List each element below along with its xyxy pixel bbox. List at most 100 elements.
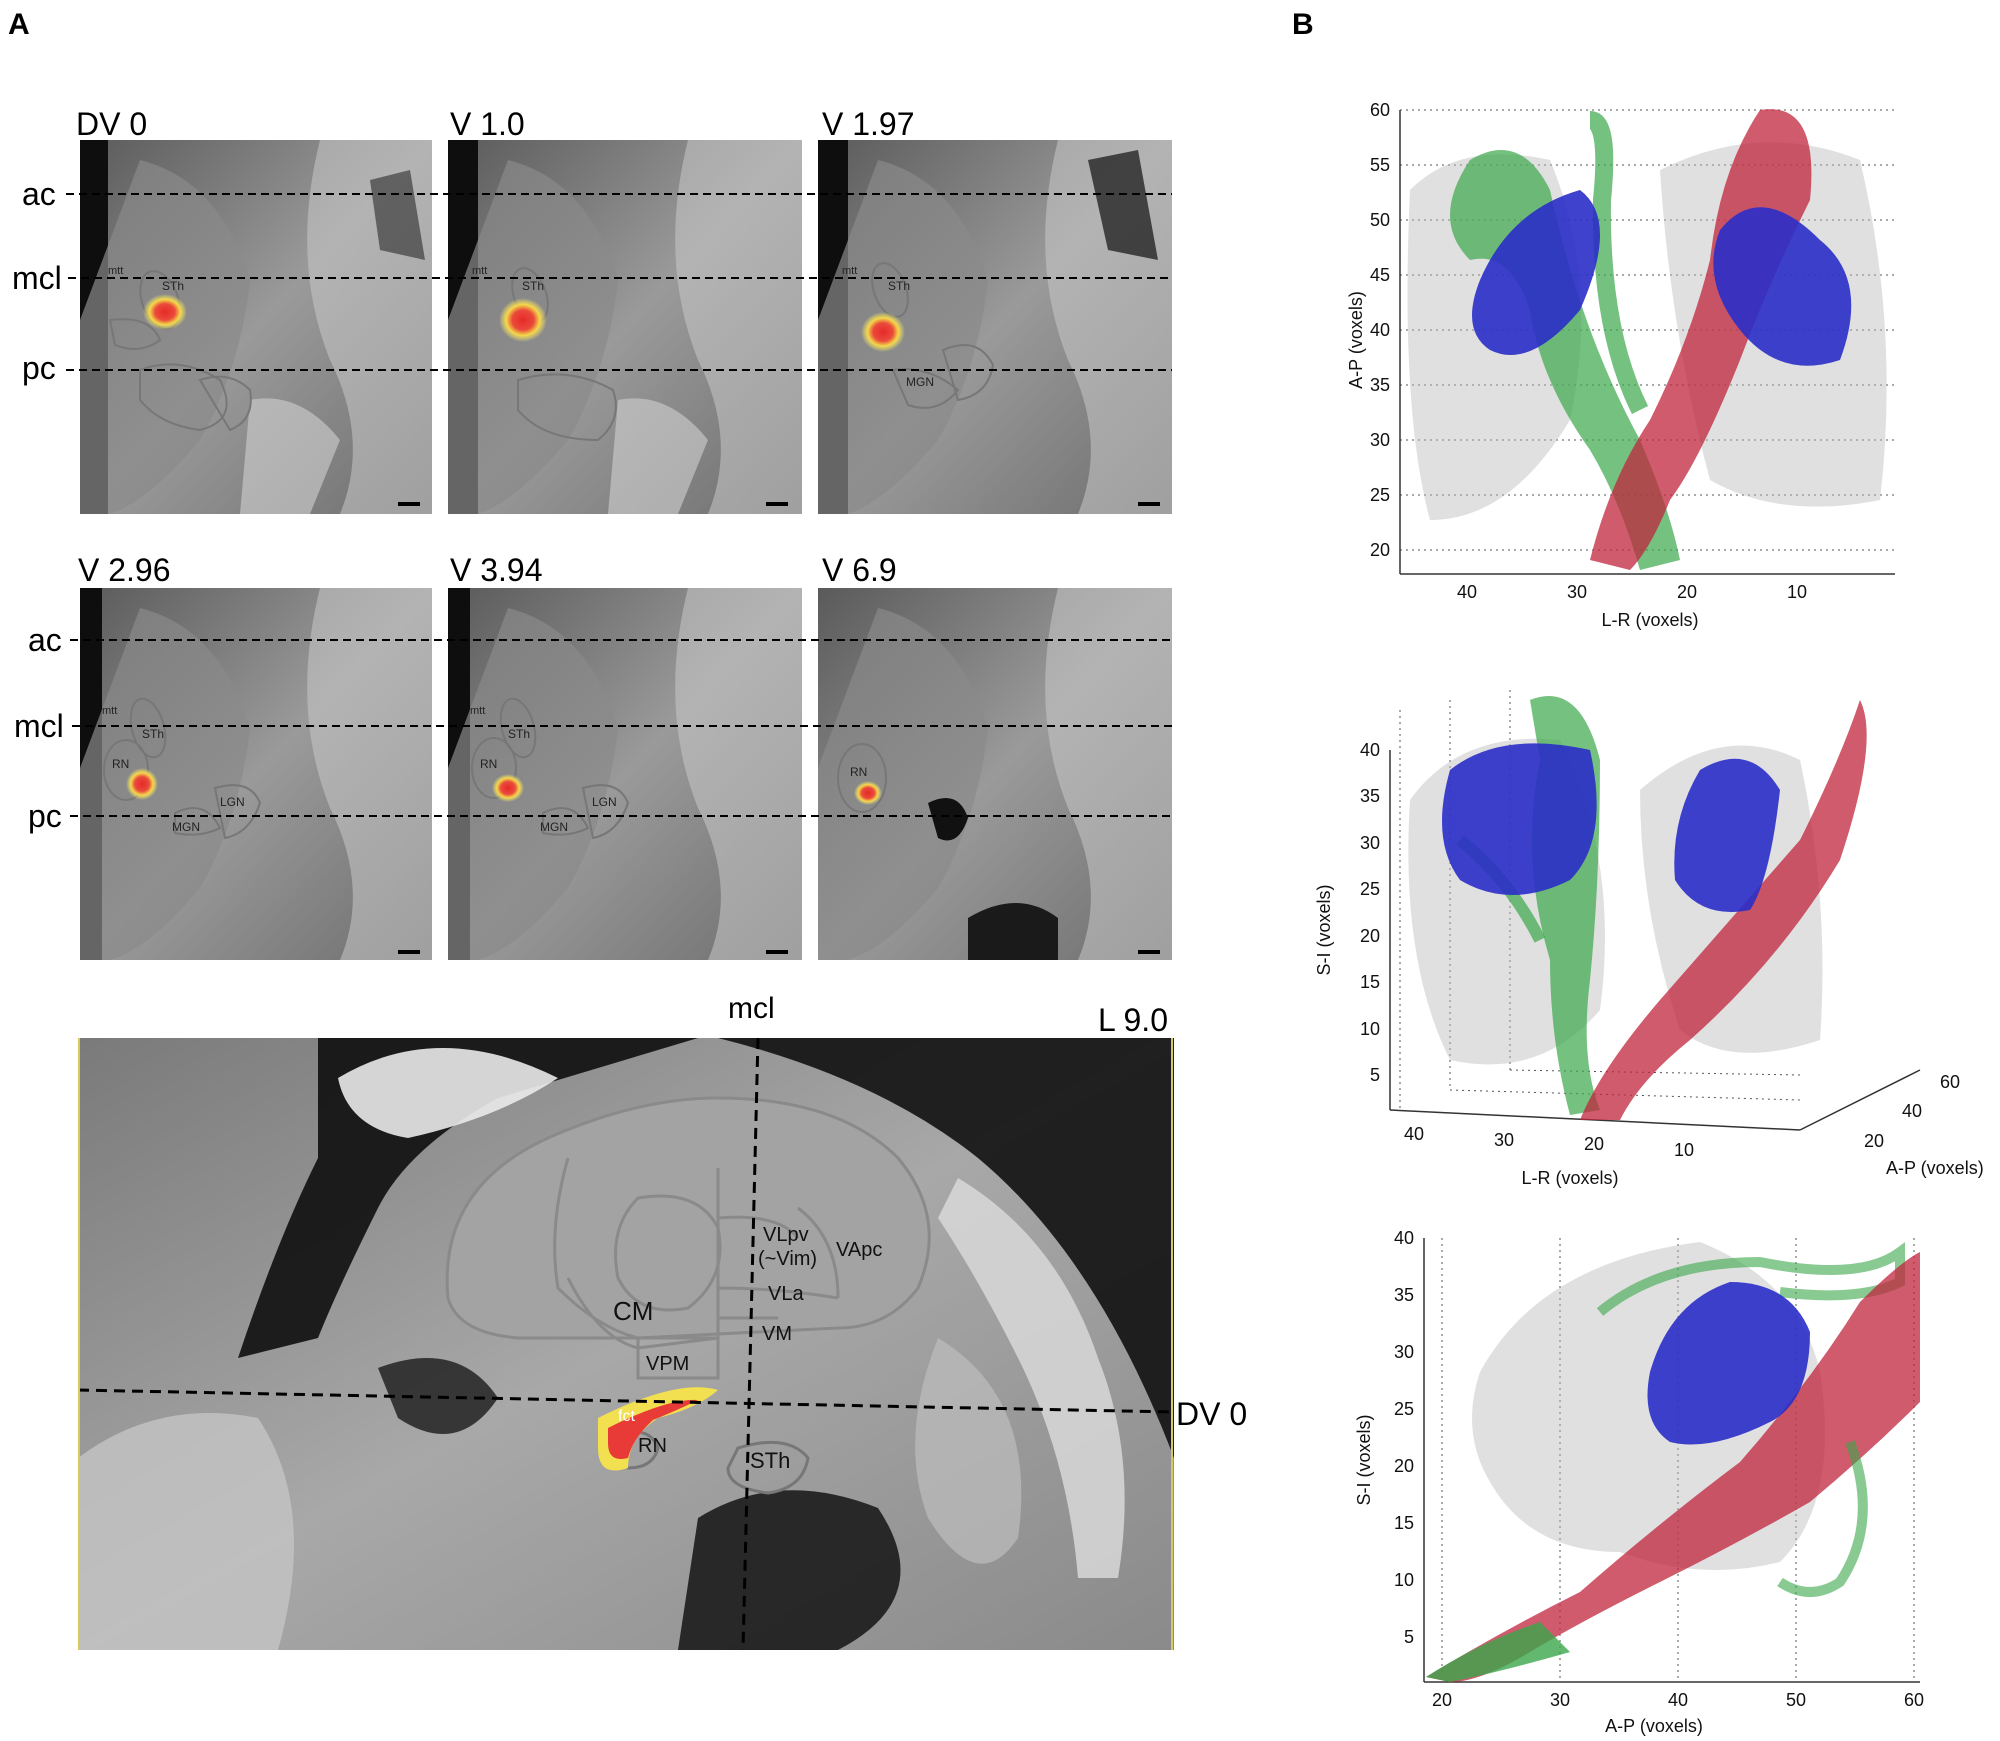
slice-title: V 2.96: [78, 552, 171, 588]
sth-label: STh: [508, 727, 530, 741]
tract-plot-top: 60 55 50 45 40 35 30 25 20 40 30 20 10 L…: [1346, 100, 1895, 630]
y-tick: 30: [1370, 430, 1390, 450]
vm-label: VM: [762, 1323, 792, 1345]
sth-label: STh: [162, 279, 184, 293]
mtt-label: mtt: [102, 705, 117, 717]
x-tick: 20: [1432, 1690, 1452, 1710]
y-tick: 35: [1370, 375, 1390, 395]
y-tick: 30: [1394, 1342, 1414, 1362]
reference-lines: [66, 193, 1172, 817]
cm-label: CM: [613, 1296, 653, 1326]
rn-label: RN: [850, 765, 867, 779]
mtt-label: mtt: [108, 265, 123, 277]
vim-label: (~Vim): [758, 1248, 817, 1270]
x-tick: 10: [1674, 1140, 1694, 1160]
vla-label: VLa: [768, 1283, 804, 1305]
vlpv-label: VLpv: [763, 1224, 809, 1246]
sth-label: STh: [142, 727, 164, 741]
ac-line-label: ac: [28, 622, 62, 658]
y-tick: 60: [1370, 100, 1390, 120]
x-tick: 20: [1584, 1134, 1604, 1154]
y-tick: 25: [1360, 879, 1380, 899]
rn-label: RN: [112, 757, 129, 771]
y-tick: 20: [1370, 540, 1390, 560]
x-tick: 10: [1787, 582, 1807, 602]
slice-title: V 1.97: [822, 106, 915, 142]
y-tick: 30: [1360, 833, 1380, 853]
y-tick: 35: [1360, 786, 1380, 806]
rn-label: RN: [638, 1435, 667, 1457]
z-axis-label: A-P (voxels): [1886, 1158, 1984, 1178]
y-tick: 40: [1370, 320, 1390, 340]
sth-label: STh: [888, 279, 910, 293]
y-tick: 10: [1394, 1570, 1414, 1590]
y-tick: 5: [1370, 1065, 1380, 1085]
x-tick: 30: [1494, 1130, 1514, 1150]
x-tick: 40: [1404, 1124, 1424, 1144]
lgn-label: LGN: [220, 795, 245, 809]
sth-label: STh: [522, 279, 544, 293]
y-tick: 5: [1404, 1627, 1414, 1647]
slice-title: V 3.94: [450, 552, 543, 588]
axial-slice-image: mtt STh MGN: [818, 140, 1172, 514]
slice-title: DV 0: [76, 106, 148, 142]
mgn-label: MGN: [540, 820, 568, 834]
y-axis-label: A-P (voxels): [1346, 291, 1366, 389]
tract-plot-middle: 40 35 30 25 20 15 10 5 40 30 20 10 60 40…: [1314, 690, 1984, 1188]
sagittal-mcl-label: mcl: [728, 992, 775, 1025]
y-tick: 25: [1394, 1399, 1414, 1419]
axial-slice-image: mtt STh RN MGN LGN: [80, 588, 432, 960]
z-tick: 20: [1864, 1131, 1884, 1151]
fct-label: fct: [618, 1408, 635, 1425]
panel-label-b: B: [1292, 8, 1314, 41]
slice-title: V 6.9: [822, 552, 897, 588]
axial-slice-image: mtt STh RN MGN LGN: [448, 588, 802, 960]
y-tick: 40: [1394, 1228, 1414, 1248]
sagittal-level-label: L 9.0: [1098, 1002, 1168, 1038]
tract-plot-bottom: 40 35 30 25 20 15 10 5 20 30 40 50 60 A-…: [1354, 1228, 1924, 1736]
y-axis-label: S-I (voxels): [1314, 884, 1334, 975]
mgn-label: MGN: [172, 820, 200, 834]
vpm-label: VPM: [646, 1353, 689, 1375]
ac-line-label: ac: [22, 176, 56, 212]
axial-slice-image: RN: [818, 588, 1172, 960]
pc-line-label: pc: [22, 350, 56, 386]
y-tick: 55: [1370, 155, 1390, 175]
y-tick: 50: [1370, 210, 1390, 230]
axial-slice-image: mtt STh: [448, 140, 802, 514]
mgn-label: MGN: [906, 375, 934, 389]
pc-line-label: pc: [28, 798, 62, 834]
y-tick: 10: [1360, 1019, 1380, 1039]
y-tick: 40: [1360, 740, 1380, 760]
x-tick: 30: [1550, 1690, 1570, 1710]
vapc-label: VApc: [836, 1239, 882, 1261]
mtt-label: mtt: [842, 265, 857, 277]
z-tick: 40: [1902, 1101, 1922, 1121]
y-tick: 15: [1394, 1513, 1414, 1533]
mtt-label: mtt: [472, 265, 487, 277]
mcl-line-label: mcl: [14, 708, 64, 744]
x-tick: 30: [1567, 582, 1587, 602]
mtt-label: mtt: [470, 705, 485, 717]
x-tick: 50: [1786, 1690, 1806, 1710]
y-tick: 20: [1394, 1456, 1414, 1476]
x-tick: 40: [1668, 1690, 1688, 1710]
y-tick: 35: [1394, 1285, 1414, 1305]
y-axis-label: S-I (voxels): [1354, 1414, 1374, 1505]
x-axis-label: L-R (voxels): [1521, 1168, 1618, 1188]
sth-label: STh: [750, 1448, 790, 1473]
y-tick: 15: [1360, 972, 1380, 992]
y-tick: 25: [1370, 485, 1390, 505]
sagittal-dv-label: DV 0: [1176, 1396, 1248, 1432]
x-axis-label: L-R (voxels): [1601, 610, 1698, 630]
x-tick: 40: [1457, 582, 1477, 602]
slice-title: V 1.0: [450, 106, 525, 142]
x-tick: 20: [1677, 582, 1697, 602]
axial-slice-image: mtt STh: [80, 140, 432, 514]
mcl-line-label: mcl: [12, 260, 62, 296]
x-axis-label: A-P (voxels): [1605, 1716, 1703, 1736]
z-tick: 60: [1940, 1072, 1960, 1092]
x-tick: 60: [1904, 1690, 1924, 1710]
lgn-label: LGN: [592, 795, 617, 809]
y-tick: 45: [1370, 265, 1390, 285]
